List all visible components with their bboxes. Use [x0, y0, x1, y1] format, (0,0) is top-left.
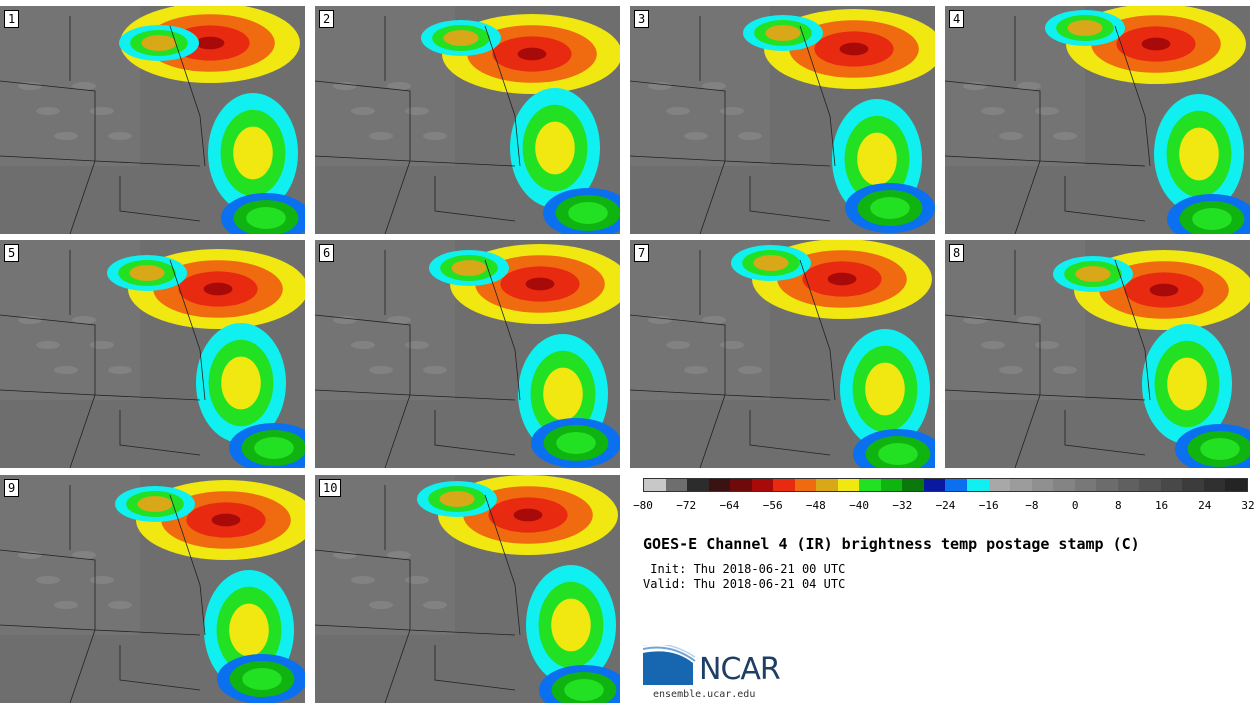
colorbar-swatch	[1074, 479, 1097, 491]
panel-number-label: 8	[949, 244, 965, 262]
colorbar-swatch	[816, 479, 838, 491]
colorbar	[643, 478, 1248, 492]
colorbar-swatch	[988, 479, 1011, 491]
colorbar-tick-label: 0	[1071, 499, 1079, 512]
colorbar-swatch	[966, 479, 989, 491]
ensemble-member-panel: 3	[630, 6, 935, 234]
colorbar-tick-label: 8	[1115, 499, 1122, 512]
colorbar-tick-label: 24	[1198, 499, 1212, 512]
colorbar-swatch	[1203, 479, 1226, 491]
colorbar-tick-label: −24	[935, 499, 956, 512]
panel-number-label: 7	[634, 244, 650, 262]
ncar-logo-icon	[643, 645, 696, 685]
init-time: Init: Thu 2018-06-21 00 UTC	[643, 562, 846, 576]
website-url: ensemble.ucar.edu	[653, 689, 756, 700]
colorbar-swatch	[945, 479, 967, 491]
colorbar-swatch	[1010, 479, 1032, 491]
panel-number-label: 1	[4, 10, 20, 28]
panel-number-label: 4	[949, 10, 965, 28]
colorbar-swatch	[773, 479, 795, 491]
colorbar-tick-label: −64	[719, 499, 740, 512]
ensemble-member-panel: 5	[0, 240, 305, 468]
panel-number-label: 9	[4, 479, 20, 497]
colorbar-swatch	[880, 479, 903, 491]
colorbar-swatch	[730, 479, 752, 491]
colorbar-swatch	[1182, 479, 1204, 491]
colorbar-swatch	[1053, 479, 1075, 491]
colorbar-tick-label: −16	[978, 499, 999, 512]
colorbar-tick-label: −8	[1025, 499, 1039, 512]
ensemble-member-panel: 1	[0, 6, 305, 234]
colorbar-swatch	[859, 479, 881, 491]
ensemble-member-panel: 10	[315, 475, 620, 703]
colorbar-tick-label: −56	[762, 499, 783, 512]
colorbar-swatch	[665, 479, 688, 491]
figure-title: GOES-E Channel 4 (IR) brightness temp po…	[643, 535, 1140, 553]
ensemble-member-panel: 7	[630, 240, 935, 468]
logo-text: NCAR	[699, 652, 781, 687]
panel-number-label: 2	[319, 10, 335, 28]
ensemble-member-panel: 8	[945, 240, 1250, 468]
colorbar-swatch	[1031, 479, 1054, 491]
colorbar-swatch	[902, 479, 924, 491]
ensemble-member-panel: 2	[315, 6, 620, 234]
ensemble-member-panel: 6	[315, 240, 620, 468]
colorbar-swatch	[923, 479, 946, 491]
colorbar-tick-label: −72	[676, 499, 697, 512]
colorbar-swatch	[1117, 479, 1140, 491]
colorbar-swatch	[687, 479, 709, 491]
colorbar-swatch	[1096, 479, 1118, 491]
colorbar-tick-label: −80	[633, 499, 653, 512]
panel-number-label: 6	[319, 244, 335, 262]
colorbar-swatch	[1225, 479, 1247, 491]
valid-time: Valid: Thu 2018-06-21 04 UTC	[643, 577, 846, 591]
colorbar-swatch	[708, 479, 731, 491]
colorbar-swatch	[1160, 479, 1183, 491]
colorbar-tick-label: 32	[1241, 499, 1255, 512]
colorbar-tick-label: −32	[892, 499, 913, 512]
colorbar-tick-label: −48	[805, 499, 826, 512]
panel-number-label: 10	[319, 479, 342, 497]
panel-number-label: 3	[634, 10, 650, 28]
colorbar-swatch	[837, 479, 860, 491]
ensemble-member-panel: 9	[0, 475, 305, 703]
panel-number-label: 5	[4, 244, 20, 262]
colorbar-swatch	[1139, 479, 1161, 491]
colorbar-ticks: −80 −72 −64 −56 −48 −40 −32 −24 −16 −8 0 8 16 24 32	[633, 499, 1255, 513]
colorbar-swatch	[751, 479, 774, 491]
colorbar-swatch	[644, 479, 666, 491]
colorbar-tick-label: 16	[1154, 499, 1169, 512]
ensemble-member-panel: 4	[945, 6, 1250, 234]
colorbar-swatch	[794, 479, 817, 491]
colorbar-tick-label: −40	[849, 499, 869, 512]
